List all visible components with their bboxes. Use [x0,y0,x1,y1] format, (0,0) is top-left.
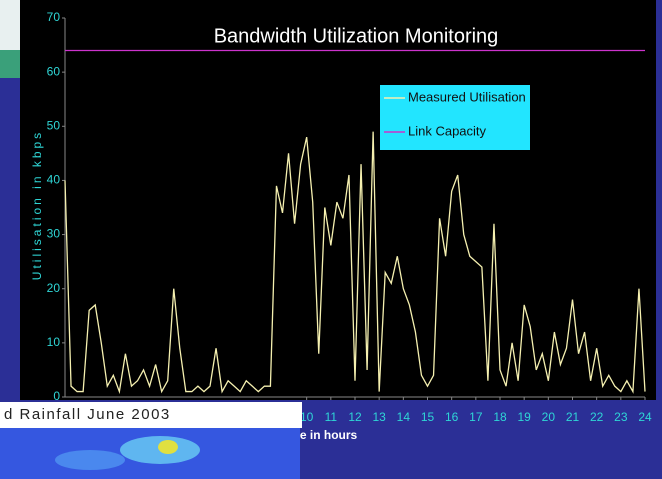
legend-label: Link Capacity [408,123,487,138]
slide: Bandwidth Utilization Monitoring Time in… [0,0,662,479]
x-tick-label: 18 [493,410,507,424]
x-tick-label: 14 [397,410,411,424]
x-tick-label: 11 [325,410,338,424]
map-caption: d Rainfall June 2003 [4,406,171,423]
x-tick-label: 24 [638,410,652,424]
map-blob [55,450,125,470]
x-tick-label: 10 [300,410,314,424]
y-axis-label: Utilisation in kbps [30,130,44,280]
x-tick-label: 13 [372,410,386,424]
page: Bandwidth Utilization Monitoring Time in… [0,0,662,479]
x-tick-label: 19 [517,410,531,424]
y-tick-label: 70 [47,10,61,24]
x-tick-label: 20 [542,410,556,424]
map-blob [158,440,178,454]
chart-panel [20,0,656,400]
x-tick-label: 16 [445,410,459,424]
y-tick-label: 60 [47,64,61,78]
y-tick-label: 50 [47,118,61,132]
x-tick-label: 12 [348,410,362,424]
y-tick-label: 40 [47,173,61,187]
x-tick-label: 22 [590,410,604,424]
x-tick-label: 15 [421,410,435,424]
legend-label: Measured Utilisation [408,89,526,104]
x-tick-label: 21 [566,410,580,424]
x-tick-label: 23 [614,410,628,424]
chart-title: Bandwidth Utilization Monitoring [214,25,499,47]
y-tick-label: 20 [47,281,61,295]
x-tick-label: 17 [469,410,483,424]
y-tick-label: 10 [47,335,61,349]
y-tick-label: 30 [47,227,61,241]
rainfall-map: d Rainfall June 2003 [0,402,302,479]
y-tick-label: 0 [53,389,60,403]
